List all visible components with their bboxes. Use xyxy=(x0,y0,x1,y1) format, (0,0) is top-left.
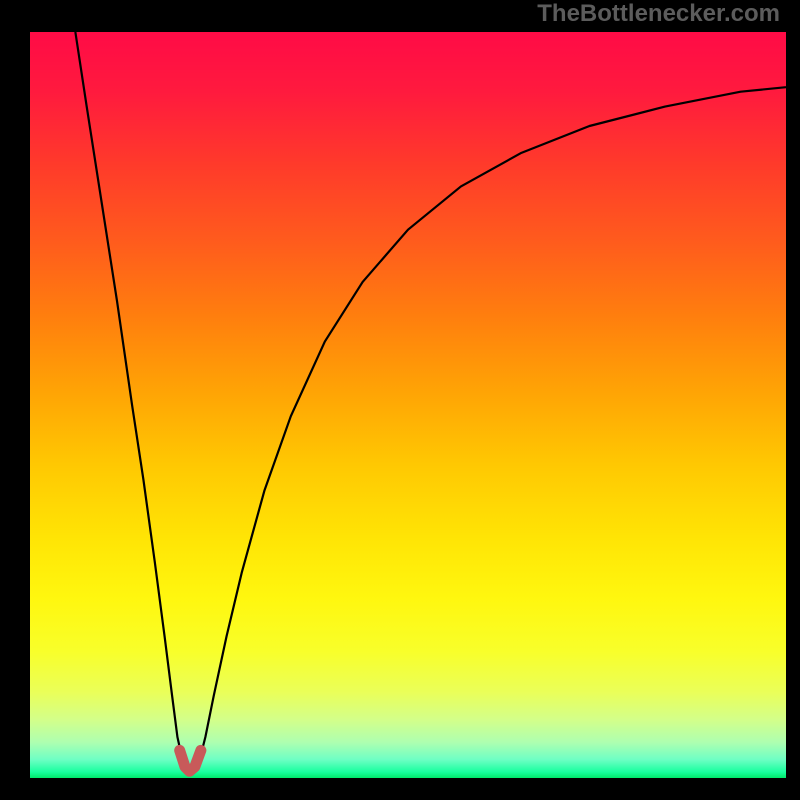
bottleneck-markers xyxy=(180,750,201,771)
chart-svg xyxy=(0,0,800,800)
watermark-text: TheBottlenecker.com xyxy=(537,0,780,28)
bottleneck-curve xyxy=(75,32,786,772)
chart-canvas: TheBottlenecker.com xyxy=(0,0,800,800)
